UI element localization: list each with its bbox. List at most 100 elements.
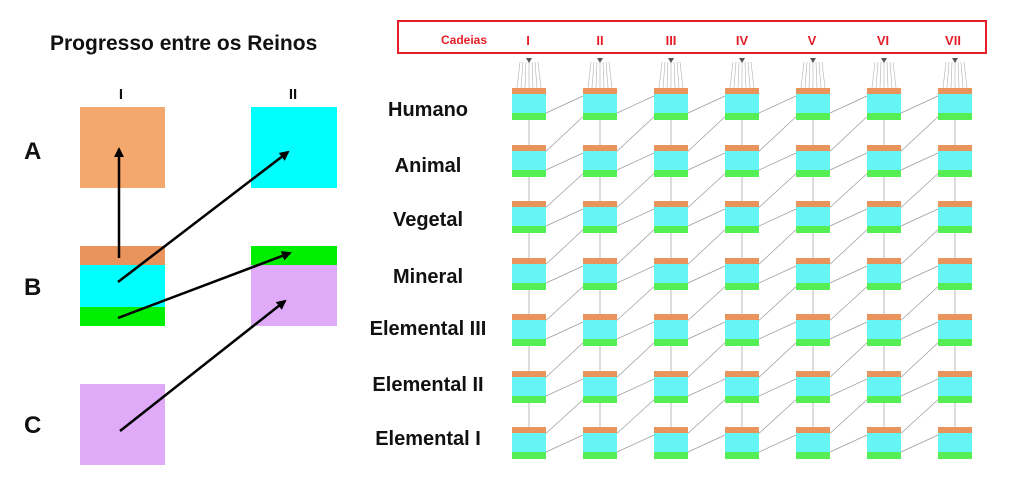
- connector-line: [545, 95, 584, 114]
- chain-label-vii: VII: [945, 33, 961, 48]
- cell-band-orange: [512, 371, 546, 377]
- connector-line: [896, 395, 943, 438]
- fan-line: [950, 61, 953, 89]
- cell-band-green: [938, 226, 972, 233]
- cell-band-orange: [512, 145, 546, 151]
- cell-band-cyan: [796, 264, 830, 283]
- fan-line: [608, 61, 613, 89]
- connector-line: [896, 225, 943, 269]
- connector-line: [825, 169, 872, 212]
- fan-line: [750, 61, 755, 89]
- cell-band-orange: [938, 258, 972, 264]
- fan-line: [879, 61, 882, 89]
- cell-band-orange: [725, 371, 759, 377]
- cell-band-orange: [938, 88, 972, 94]
- cell-band-cyan: [654, 94, 688, 113]
- kingdom-label-elemental-ii: Elemental II: [372, 374, 484, 396]
- connector-line: [900, 434, 939, 453]
- cell-band-orange: [796, 427, 830, 433]
- cell-band-green: [725, 396, 759, 403]
- chains-header-box: [397, 20, 987, 54]
- cell-band-orange: [725, 314, 759, 320]
- connector-line: [758, 265, 797, 284]
- cell-band-green: [796, 396, 830, 403]
- cell-band-cyan: [583, 94, 617, 113]
- cell-band-green: [725, 170, 759, 177]
- cell-band-cyan: [867, 433, 901, 452]
- connector-line: [683, 112, 730, 156]
- cell-band-green: [512, 452, 546, 459]
- connector-line: [545, 265, 584, 284]
- cell-band-cyan: [654, 320, 688, 339]
- cell-band-green: [796, 339, 830, 346]
- connector-line: [829, 208, 868, 227]
- connector-line: [754, 395, 801, 438]
- connector-line: [900, 208, 939, 227]
- fan-arrow-head: [952, 58, 958, 63]
- fan-line: [662, 61, 666, 89]
- cell-band-orange: [867, 145, 901, 151]
- fan-line: [587, 61, 592, 89]
- fan-line: [658, 61, 663, 89]
- fan-line: [531, 61, 534, 89]
- fan-line: [800, 61, 805, 89]
- cell-band-orange: [725, 201, 759, 207]
- cell-band-green: [654, 396, 688, 403]
- connector-line: [900, 321, 939, 340]
- connector-line: [545, 434, 584, 453]
- cell-band-cyan: [867, 377, 901, 396]
- chains-title: Cadeias: [441, 33, 488, 47]
- fan-line: [591, 61, 595, 89]
- connector-line: [754, 169, 801, 212]
- fan-arrow-head: [668, 58, 674, 63]
- fan-line: [729, 61, 734, 89]
- block-c-i-violet: [80, 384, 165, 465]
- fan-line: [942, 61, 947, 89]
- cell-band-green: [867, 170, 901, 177]
- cell-band-cyan: [583, 320, 617, 339]
- cell-band-cyan: [725, 433, 759, 452]
- connector-line: [825, 395, 872, 438]
- connector-line: [616, 208, 655, 227]
- connector-line: [829, 265, 868, 284]
- connector-line: [758, 95, 797, 114]
- cell-band-green: [867, 113, 901, 120]
- cell-band-orange: [867, 258, 901, 264]
- cell-band-orange: [583, 88, 617, 94]
- arrow-c-to-b-ii: [119, 299, 287, 432]
- connector-line: [683, 282, 730, 325]
- kingdom-label-elemental-i: Elemental I: [375, 428, 481, 450]
- cell-band-cyan: [796, 94, 830, 113]
- connector-line: [545, 378, 584, 397]
- cell-band-orange: [796, 88, 830, 94]
- cell-band-cyan: [938, 94, 972, 113]
- cell-band-orange: [938, 314, 972, 320]
- cell-band-green: [654, 339, 688, 346]
- fan-line: [818, 61, 822, 89]
- cell-band-green: [938, 170, 972, 177]
- fan-line: [821, 61, 826, 89]
- chain-label-iii: III: [665, 33, 677, 48]
- fan-line: [963, 61, 968, 89]
- cell-band-cyan: [583, 433, 617, 452]
- connector-line: [687, 152, 726, 171]
- connector-line: [683, 225, 730, 269]
- cell-band-cyan: [583, 151, 617, 170]
- cell-band-green: [654, 170, 688, 177]
- cell-band-green: [512, 226, 546, 233]
- connector-line: [829, 378, 868, 397]
- cell-band-green: [867, 339, 901, 346]
- connector-line: [545, 321, 584, 340]
- fan-line: [595, 61, 598, 89]
- cell-band-green: [796, 283, 830, 290]
- cell-band-green: [654, 283, 688, 290]
- kingdom-label-animal: Animal: [394, 155, 462, 177]
- cell-band-cyan: [725, 264, 759, 283]
- connector-line: [900, 95, 939, 114]
- cell-band-cyan: [654, 207, 688, 226]
- connector-line: [825, 225, 872, 269]
- cell-band-green: [938, 113, 972, 120]
- cell-band-cyan: [725, 320, 759, 339]
